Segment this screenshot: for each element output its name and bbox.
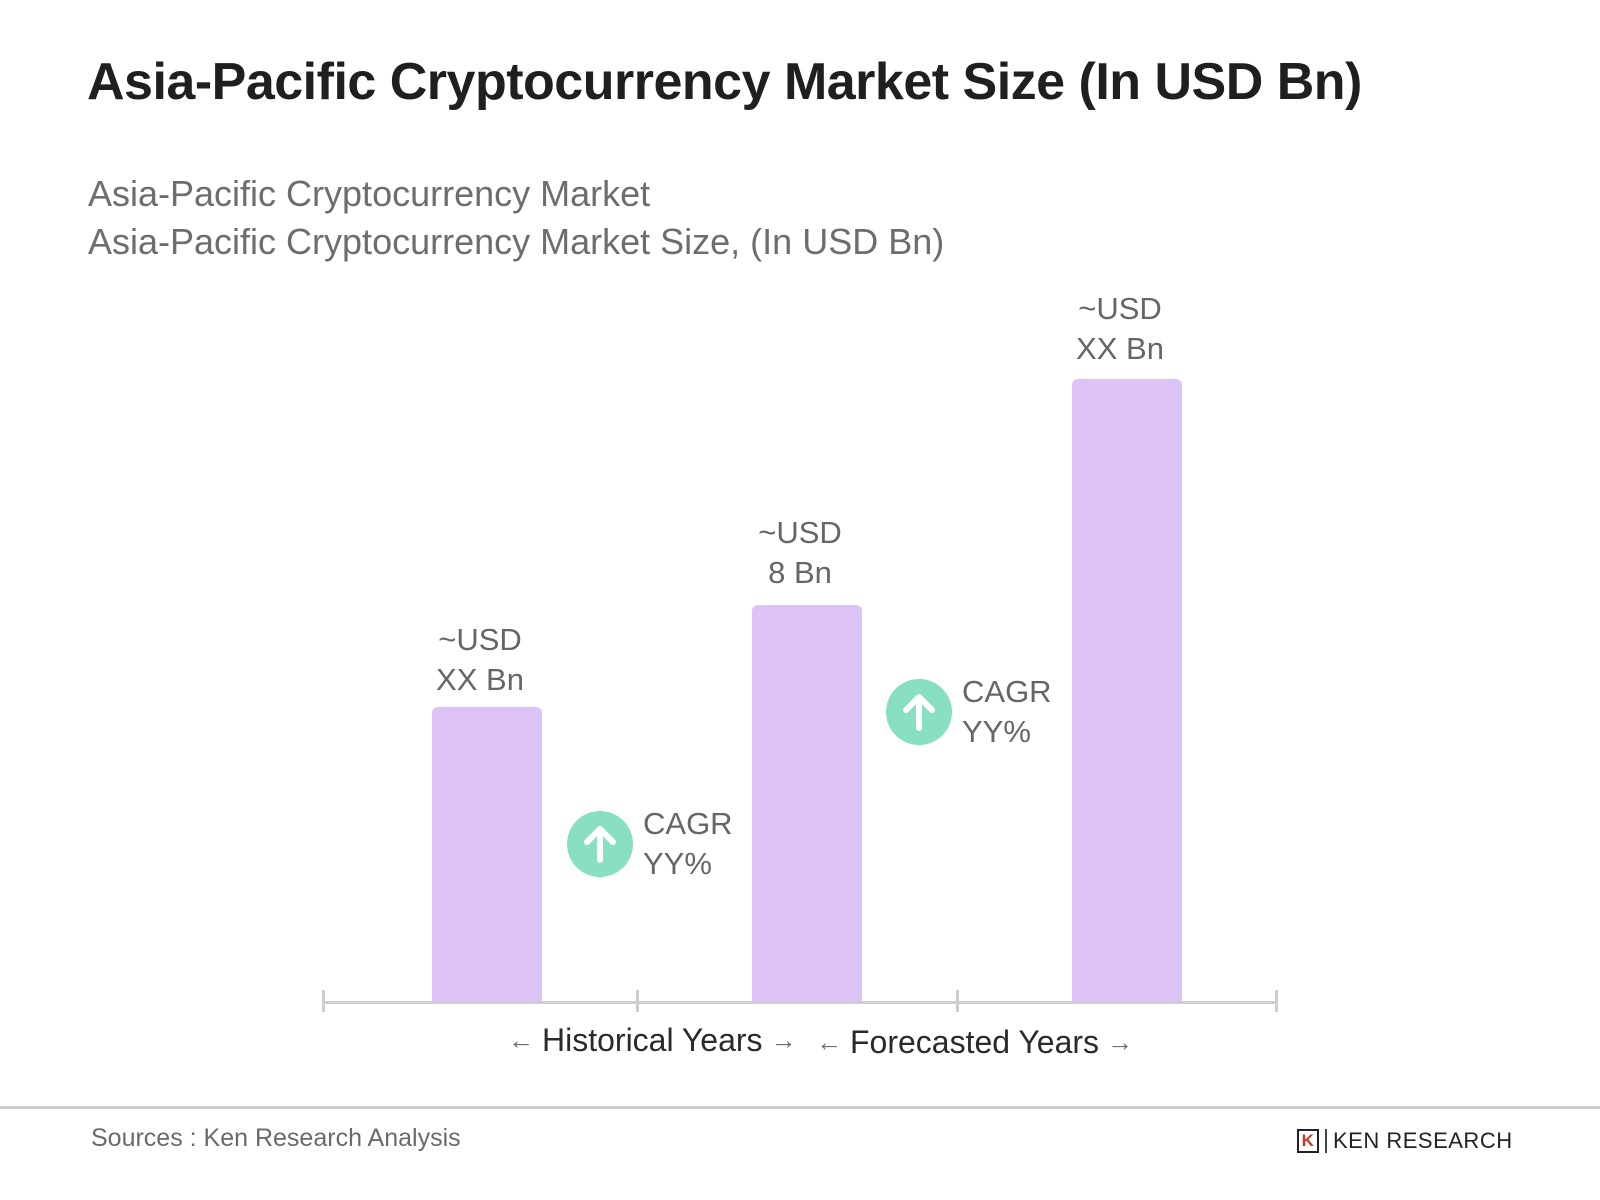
cagr-historical: CAGR YY% — [567, 804, 733, 884]
bar-3-label: ~USD XX Bn — [1040, 289, 1200, 369]
cagr-value: YY% — [962, 714, 1031, 749]
source-note: Sources : Ken Research Analysis — [91, 1124, 461, 1152]
subtitle-line-2: Asia-Pacific Cryptocurrency Market Size,… — [88, 221, 945, 262]
x-axis — [323, 1001, 1277, 1004]
ken-research-logo: K KEN RESEARCH — [1297, 1128, 1513, 1154]
logo-separator — [1325, 1129, 1327, 1153]
chart-subtitle: Asia-Pacific Cryptocurrency Market Asia-… — [88, 170, 944, 266]
cagr-value: YY% — [643, 846, 712, 881]
bar-1-label-line2: XX Bn — [436, 662, 524, 697]
arrow-right-icon: → — [770, 1025, 797, 1055]
bar-2 — [752, 605, 862, 1002]
axis-tick — [1275, 990, 1278, 1012]
arrow-right-icon: → — [1107, 1027, 1134, 1057]
chart-title: Asia-Pacific Cryptocurrency Market Size … — [87, 53, 1362, 111]
arrow-left-icon: ← — [508, 1025, 534, 1055]
arrow-up-icon — [886, 679, 952, 745]
bar-1 — [432, 707, 542, 1002]
bar-3-label-line1: ~USD — [1078, 291, 1162, 326]
bar-2-label-line2: 8 Bn — [768, 555, 832, 590]
axis-tick — [636, 990, 639, 1012]
bar-1-label-line1: ~USD — [438, 622, 522, 657]
cagr-label: CAGR — [962, 674, 1052, 709]
cagr-forecast: CAGR YY% — [886, 672, 1052, 752]
axis-tick — [956, 990, 959, 1012]
historical-years-text: Historical Years — [542, 1022, 763, 1058]
cagr-label: CAGR — [643, 806, 733, 841]
arrow-left-icon: ← — [816, 1027, 842, 1057]
footer-divider — [0, 1106, 1600, 1109]
bar-1-label: ~USD XX Bn — [400, 620, 560, 700]
bar-2-label-line1: ~USD — [758, 515, 842, 550]
bar-3 — [1072, 379, 1182, 1002]
bar-3-label-line2: XX Bn — [1076, 331, 1164, 366]
arrow-up-icon — [567, 811, 633, 877]
logo-mark-icon: K — [1297, 1129, 1319, 1153]
logo-text: KEN RESEARCH — [1333, 1128, 1513, 1153]
forecasted-years-text: Forecasted Years — [850, 1024, 1100, 1060]
bar-2-label: ~USD 8 Bn — [720, 513, 880, 593]
subtitle-line-1: Asia-Pacific Cryptocurrency Market — [88, 173, 651, 214]
axis-tick — [322, 990, 325, 1012]
historical-years-label: ← Historical Years → — [500, 1022, 805, 1059]
forecasted-years-label: ← Forecasted Years → — [808, 1024, 1141, 1061]
